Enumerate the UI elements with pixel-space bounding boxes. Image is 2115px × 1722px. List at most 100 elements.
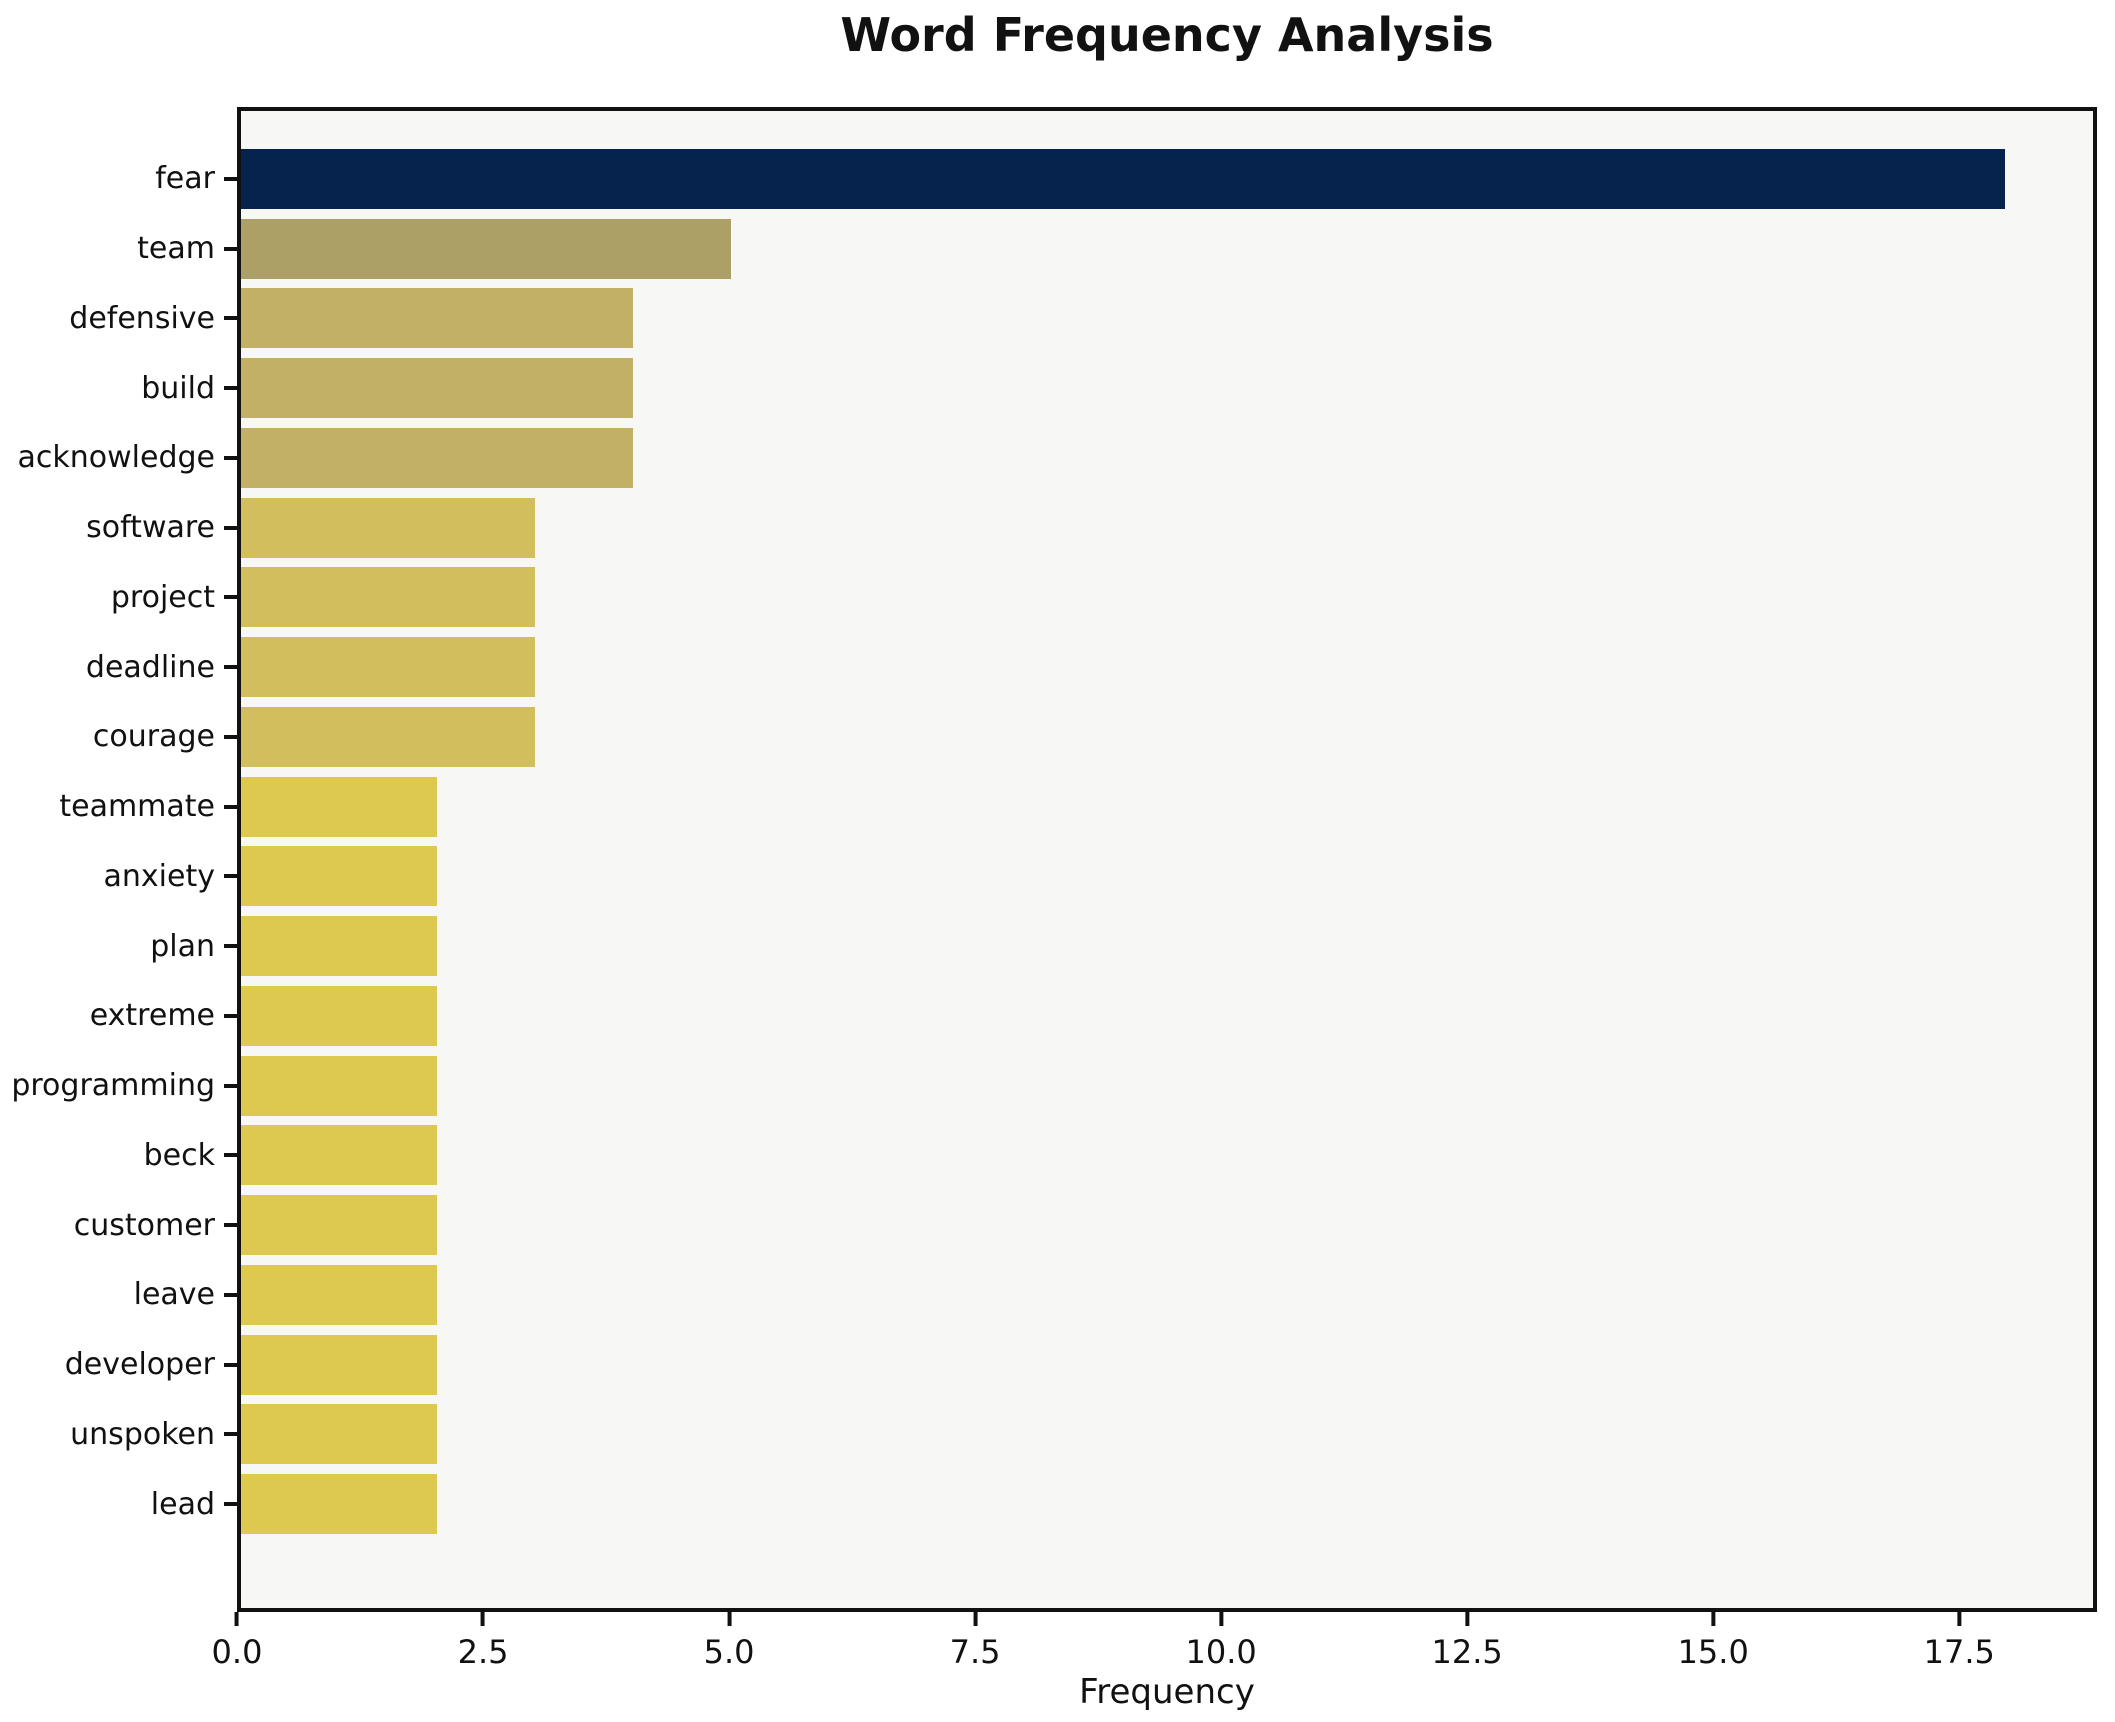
y-axis-row: project bbox=[0, 563, 237, 633]
x-tick: 7.5 bbox=[950, 1612, 1001, 1671]
x-tick-mark bbox=[973, 1612, 978, 1626]
x-tick-label: 15.0 bbox=[1677, 1633, 1749, 1671]
x-tick: 10.0 bbox=[1186, 1612, 1257, 1671]
y-tick-mark bbox=[224, 944, 237, 949]
x-tick-mark bbox=[1957, 1612, 1962, 1626]
y-tick-label: teammate bbox=[59, 789, 215, 825]
bar-plan bbox=[241, 916, 437, 977]
bar-project bbox=[241, 567, 535, 628]
plot-area bbox=[237, 107, 2097, 1612]
y-tick-label: courage bbox=[92, 719, 215, 755]
bar-anxiety bbox=[241, 846, 437, 907]
x-tick-mark bbox=[1711, 1612, 1716, 1626]
bar-row bbox=[241, 1260, 2093, 1330]
x-axis-label: Frequency bbox=[1079, 1672, 1255, 1712]
y-tick-mark bbox=[224, 665, 237, 670]
bar-defensive bbox=[241, 288, 633, 349]
x-tick-mark bbox=[1465, 1612, 1470, 1626]
bar-row bbox=[241, 353, 2093, 423]
x-tick: 0.0 bbox=[211, 1612, 263, 1671]
y-axis-row: acknowledge bbox=[0, 423, 237, 493]
y-axis-row: customer bbox=[0, 1190, 237, 1260]
y-tick-label: project bbox=[110, 579, 215, 615]
y-tick-mark bbox=[224, 1013, 237, 1018]
x-tick: 17.5 bbox=[1924, 1612, 1995, 1671]
y-tick-label: programming bbox=[11, 1068, 215, 1104]
bar-row bbox=[241, 1469, 2093, 1539]
y-tick-mark bbox=[224, 1502, 237, 1507]
bar-row bbox=[241, 214, 2093, 284]
bar-leave bbox=[241, 1264, 437, 1325]
bar-fear bbox=[241, 148, 2005, 209]
y-axis-row: build bbox=[0, 353, 237, 423]
bar-row bbox=[241, 1190, 2093, 1260]
bar-row bbox=[241, 1330, 2093, 1400]
bar-extreme bbox=[241, 985, 437, 1046]
y-tick-label: plan bbox=[150, 928, 215, 964]
bar-teammate bbox=[241, 776, 437, 837]
y-axis-row: fear bbox=[0, 144, 237, 214]
bar-row bbox=[241, 772, 2093, 842]
y-tick-mark bbox=[224, 804, 237, 809]
y-axis-row: anxiety bbox=[0, 842, 237, 912]
y-tick-mark bbox=[224, 1223, 237, 1228]
y-tick-label: build bbox=[141, 370, 215, 406]
y-tick-mark bbox=[224, 734, 237, 739]
y-tick-mark bbox=[224, 1083, 237, 1088]
y-axis-row: teammate bbox=[0, 772, 237, 842]
y-tick-mark bbox=[224, 874, 237, 879]
y-axis-row: extreme bbox=[0, 981, 237, 1051]
x-tick: 2.5 bbox=[457, 1612, 509, 1671]
chart-title: Word Frequency Analysis bbox=[840, 8, 1494, 62]
x-tick: 12.5 bbox=[1432, 1612, 1503, 1671]
y-tick-label: lead bbox=[150, 1486, 215, 1522]
y-axis-row: deadline bbox=[0, 632, 237, 702]
bar-deadline bbox=[241, 637, 535, 698]
bar-row bbox=[241, 981, 2093, 1051]
bar-programming bbox=[241, 1055, 437, 1116]
bar-row bbox=[241, 144, 2093, 214]
bar-row bbox=[241, 1121, 2093, 1191]
bar-build bbox=[241, 358, 633, 419]
y-axis-row: lead bbox=[0, 1469, 237, 1539]
bar-acknowledge bbox=[241, 427, 633, 488]
y-tick-mark bbox=[224, 1153, 237, 1158]
y-tick-label: acknowledge bbox=[17, 440, 216, 476]
y-tick-mark bbox=[224, 176, 237, 181]
bar-software bbox=[241, 497, 535, 558]
x-tick-label: 2.5 bbox=[457, 1633, 509, 1671]
y-tick-label: team bbox=[137, 231, 215, 267]
bar-row bbox=[241, 1400, 2093, 1470]
y-axis-row: plan bbox=[0, 911, 237, 981]
bar-row bbox=[241, 423, 2093, 493]
bar-row bbox=[241, 1051, 2093, 1121]
y-tick-label: developer bbox=[64, 1347, 215, 1383]
y-tick-mark bbox=[224, 1432, 237, 1437]
y-axis-row: leave bbox=[0, 1260, 237, 1330]
y-axis-row: team bbox=[0, 214, 237, 284]
bar-row bbox=[241, 911, 2093, 981]
y-tick-mark bbox=[224, 1362, 237, 1367]
y-axis-gutter: fear team defensive build acknowledge softwar… bbox=[0, 107, 237, 1612]
bar-beck bbox=[241, 1125, 437, 1186]
y-axis-row: beck bbox=[0, 1121, 237, 1191]
y-tick-label: defensive bbox=[69, 300, 215, 336]
chart-body: fear team defensive build acknowledge softwar… bbox=[0, 107, 2097, 1612]
x-tick-label: 7.5 bbox=[949, 1633, 1001, 1671]
x-tick-label: 10.0 bbox=[1185, 1633, 1257, 1671]
bar-courage bbox=[241, 706, 535, 767]
x-tick-label: 0.0 bbox=[211, 1633, 263, 1671]
y-tick-label: fear bbox=[155, 161, 215, 197]
y-tick-mark bbox=[224, 525, 237, 530]
y-tick-label: unspoken bbox=[70, 1416, 215, 1452]
y-tick-label: software bbox=[86, 510, 215, 546]
bar-customer bbox=[241, 1195, 437, 1256]
y-tick-mark bbox=[224, 595, 237, 600]
y-tick-mark bbox=[224, 316, 237, 321]
bar-developer bbox=[241, 1334, 437, 1395]
y-tick-mark bbox=[224, 455, 237, 460]
y-tick-label: customer bbox=[73, 1207, 215, 1243]
bar-row bbox=[241, 632, 2093, 702]
x-axis: 0.0 2.5 5.0 7.5 10.0 12.5 15.0 17.5 bbox=[212, 1612, 2097, 1682]
